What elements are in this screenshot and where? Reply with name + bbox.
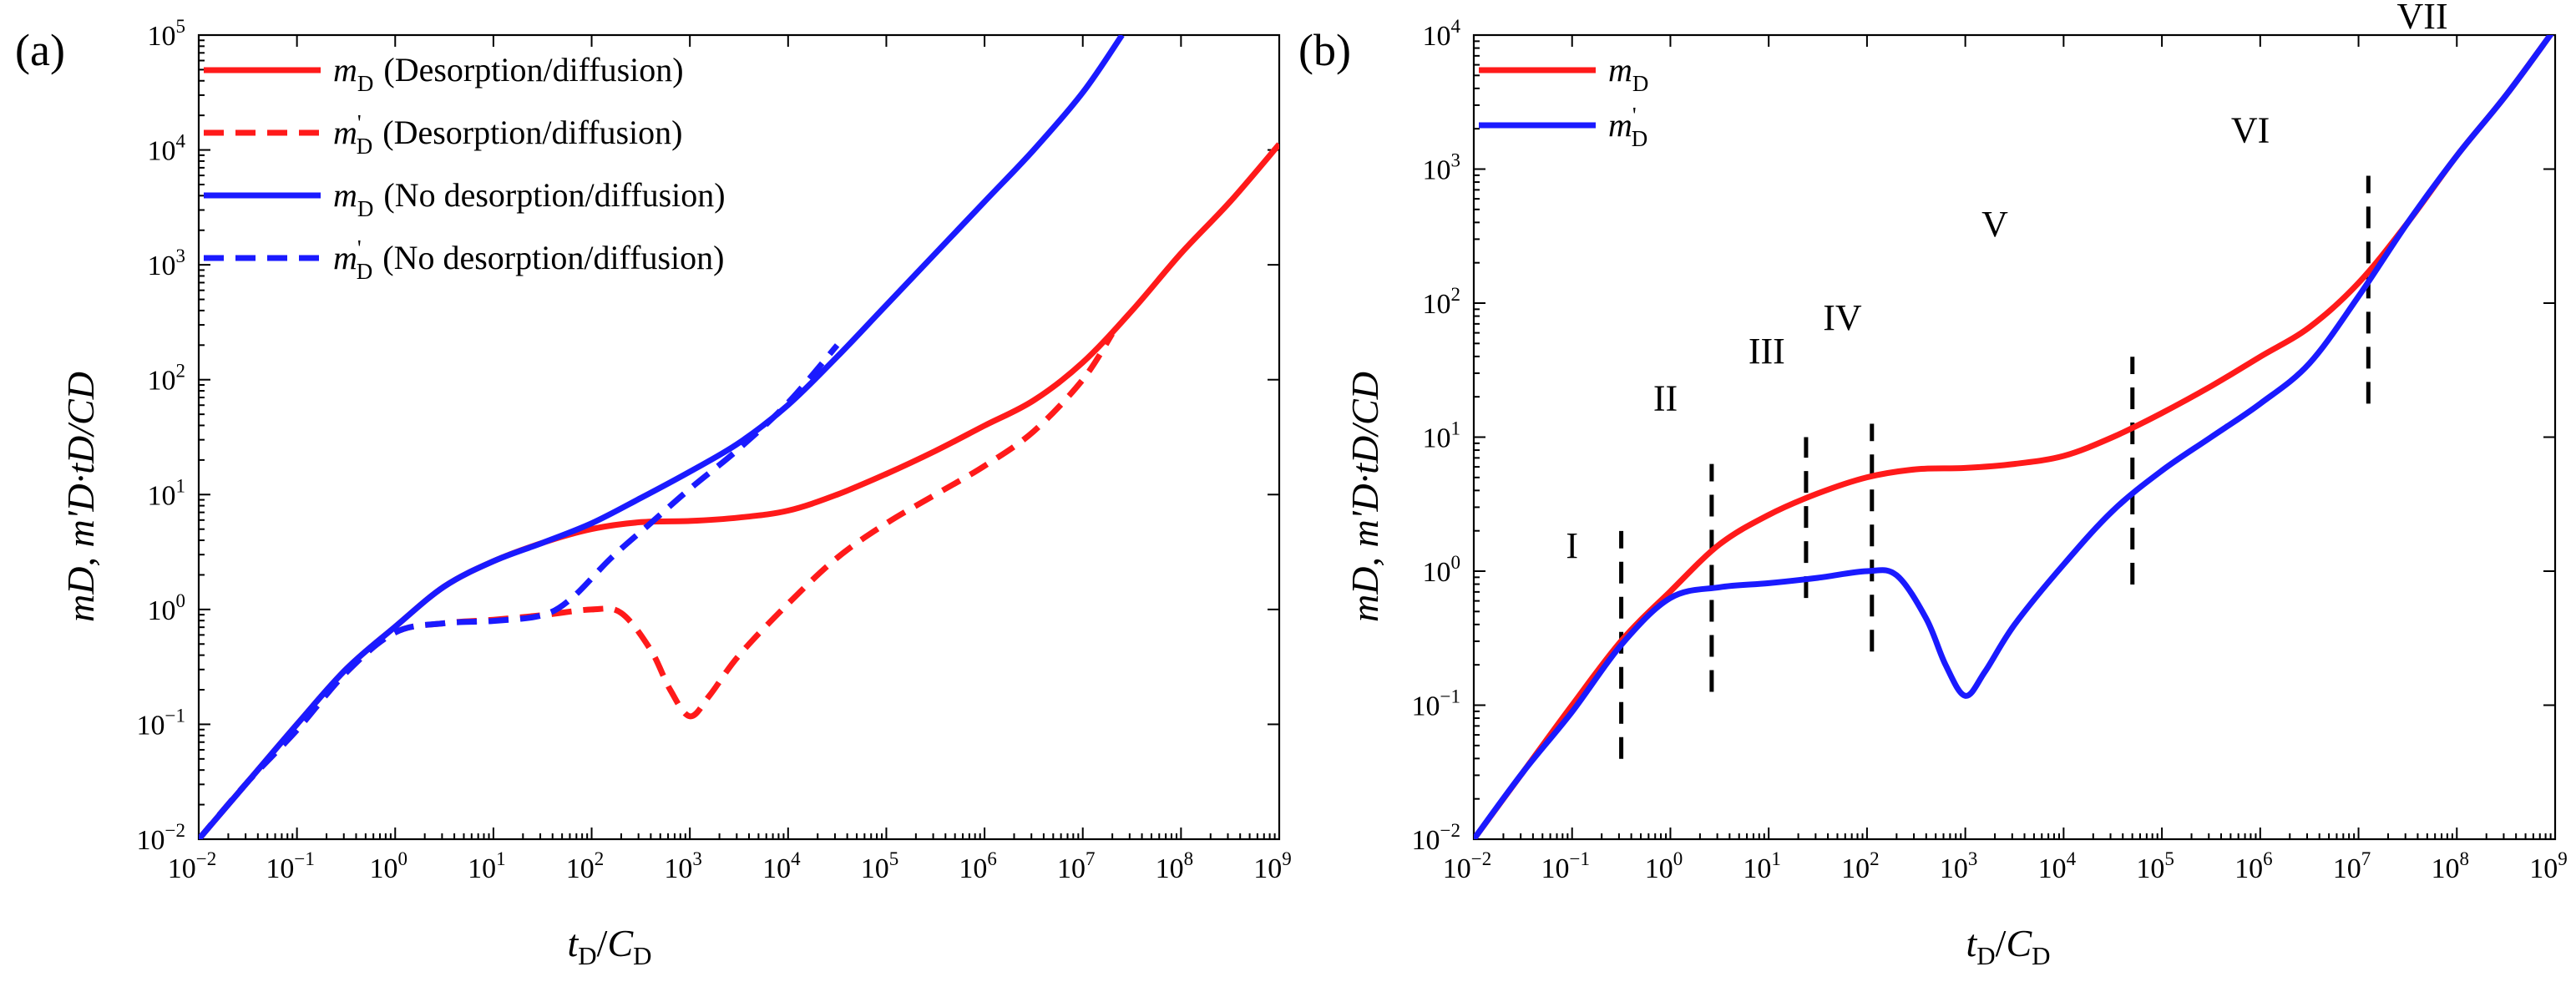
panel-b-x-tick-label: 100: [1645, 848, 1683, 884]
panel-b-y-tick-label: 10−1: [1412, 686, 1460, 722]
panel-a-series-line-3: [199, 343, 840, 839]
panel-a-axes-frame: [197, 33, 1281, 841]
panel-a-y-axis-title: mD, m'D·tD/CD: [59, 372, 102, 622]
panel-b-y-tick-label: 101: [1423, 418, 1461, 454]
panel-a-x-tick-label: 108: [1156, 848, 1194, 884]
panel-b-x-axis-label: tD/CD: [1966, 922, 2050, 970]
panel-b-region-label: III: [1749, 331, 1785, 372]
panel-b-x-tick-label: 109: [2529, 848, 2568, 884]
panel-a: (a) 10−2 10−1 100 101 102 103 104 105 106 107 108 1…: [15, 16, 1292, 970]
panel-a-x-tick-label: 104: [762, 848, 801, 884]
panel-b-x-tick-label: 105: [2136, 848, 2174, 884]
panel-a-plot-area: 10−2 10−1 100 101 102 103 104 105 106 107 108 109 10…: [137, 16, 1292, 884]
panel-a-x-tick-label: 103: [664, 848, 702, 884]
panel-a-y-tick-label: 100: [148, 590, 186, 626]
panel-b-region-label: V: [1981, 204, 2008, 245]
panel-b-x-tick-label: 107: [2333, 848, 2371, 884]
panel-a-y-tick-label: 10−1: [137, 705, 185, 741]
panel-a-x-tick-label: 105: [861, 848, 899, 884]
panel-b-x-tick-label: 10−2: [1443, 848, 1491, 884]
panel-a-y-axis-label: mD, m'D·tD/CD: [59, 372, 102, 622]
panel-a-x-tick-label: 102: [566, 848, 605, 884]
panel-b-y-tick-label: 102: [1423, 284, 1461, 320]
panel-b-x-tick-label: 102: [1841, 848, 1880, 884]
panel-b-y-axis-label: mD, m'D·tD/CD: [1344, 372, 1386, 622]
panel-a-x-tick-label: 10−1: [266, 848, 314, 884]
panel-a-legend-label: mD (Desorption/diffusion): [333, 51, 684, 96]
panel-a-legend-label: m' D (Desorption/diffusion): [333, 110, 682, 159]
panel-b-region-label: VII: [2397, 0, 2448, 37]
panel-a-y-tick-label: 101: [148, 475, 186, 511]
panel-a-legend-label: mD (No desorption/diffusion): [333, 176, 726, 221]
panel-a-y-tick-label: 104: [148, 131, 186, 167]
panel-b-legend-label: m' D: [1608, 103, 1647, 151]
panel-b-y-tick-label: 100: [1423, 552, 1461, 588]
panel-b-y-tick-label: 103: [1423, 150, 1461, 186]
panel-a-x-tick-label: 106: [959, 848, 997, 884]
panel-a-y-tick-label: 10−2: [137, 820, 185, 856]
panel-a-y-tick-label: 102: [148, 361, 186, 397]
panel-a-y-tick-label: 105: [148, 16, 186, 52]
panel-b-region-label: I: [1566, 525, 1578, 566]
panel-b-legend-label: mD: [1608, 51, 1648, 96]
panel-b-series-line-1: [1474, 35, 2554, 839]
panel-b-x-axis-title: tD/CD: [1966, 922, 2050, 970]
panel-a-x-tick-label: 100: [370, 848, 408, 884]
panel-b: (b) 10−2 10−1 100 101 102 103 104 105 106 107 108 1…: [1298, 0, 2568, 970]
panel-b-y-tick-label: 10−2: [1412, 820, 1460, 856]
panel-a-x-axis-title: tD/CD: [567, 922, 651, 970]
panel-a-x-tick-label: 109: [1253, 848, 1292, 884]
panel-a-y-tick-label: 103: [148, 245, 186, 281]
panel-b-region-label: VI: [2231, 109, 2270, 150]
panel-a-x-tick-label: 10−2: [168, 848, 216, 884]
panel-a-x-tick-label: 101: [468, 848, 506, 884]
panel-b-label: (b): [1298, 25, 1351, 75]
panel-b-y-tick-label: 104: [1423, 16, 1461, 52]
panel-b-plot-area: 10−2 10−1 100 101 102 103 104 105 106 107 108 109 10…: [1412, 0, 2568, 884]
panel-a-legend-label: m' D (No desorption/diffusion): [333, 235, 724, 284]
panel-b-x-tick-label: 108: [2432, 848, 2470, 884]
panel-b-y-axis-title: mD, m'D·tD/CD: [1344, 372, 1386, 622]
panel-b-x-tick-label: 10−1: [1541, 848, 1589, 884]
panel-b-x-tick-label: 104: [2038, 848, 2077, 884]
panel-b-x-tick-label: 106: [2234, 848, 2273, 884]
panel-b-x-tick-label: 101: [1743, 848, 1781, 884]
panel-b-x-tick-label: 103: [1940, 848, 1978, 884]
panel-a-label: (a): [15, 25, 65, 75]
panel-a-x-tick-label: 107: [1057, 848, 1096, 884]
panel-b-region-label: II: [1653, 377, 1678, 418]
panel-b-region-label: IV: [1823, 297, 1862, 338]
panel-a-x-axis-label: tD/CD: [567, 922, 651, 970]
